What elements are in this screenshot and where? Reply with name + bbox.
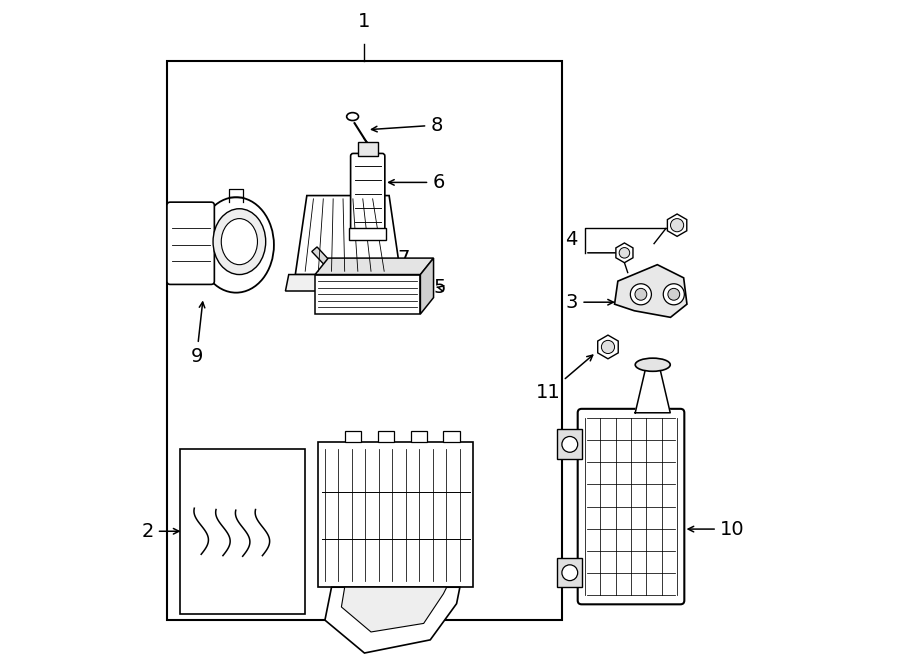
Text: 7: 7 — [349, 249, 410, 274]
Bar — [378, 430, 394, 442]
Ellipse shape — [346, 112, 358, 120]
Circle shape — [670, 219, 684, 232]
Text: 8: 8 — [372, 116, 443, 135]
Bar — [410, 430, 427, 442]
Text: 11: 11 — [536, 355, 593, 402]
Circle shape — [619, 248, 630, 258]
Polygon shape — [420, 258, 434, 314]
Text: 4: 4 — [564, 230, 577, 249]
Circle shape — [663, 284, 684, 305]
Polygon shape — [311, 247, 350, 286]
Ellipse shape — [221, 219, 257, 264]
Bar — [167, 61, 562, 620]
Text: 9: 9 — [191, 302, 205, 366]
Polygon shape — [315, 274, 420, 314]
Circle shape — [630, 284, 652, 305]
Text: 6: 6 — [389, 173, 445, 192]
Polygon shape — [341, 587, 446, 632]
Polygon shape — [315, 258, 434, 274]
Circle shape — [635, 288, 647, 300]
Polygon shape — [635, 370, 670, 412]
Text: 3: 3 — [566, 293, 614, 312]
Bar — [556, 429, 581, 459]
Bar — [319, 442, 473, 587]
Polygon shape — [325, 587, 460, 653]
Bar — [345, 430, 361, 442]
Bar — [444, 430, 460, 442]
Circle shape — [668, 288, 680, 300]
Ellipse shape — [213, 209, 266, 274]
Ellipse shape — [198, 197, 274, 293]
Ellipse shape — [635, 358, 670, 371]
Bar — [349, 229, 386, 241]
FancyBboxPatch shape — [578, 408, 684, 604]
Polygon shape — [615, 264, 687, 317]
Polygon shape — [295, 196, 400, 274]
Text: 1: 1 — [358, 12, 371, 31]
Circle shape — [601, 340, 615, 354]
FancyBboxPatch shape — [167, 202, 214, 284]
Text: 5: 5 — [434, 278, 446, 297]
Bar — [358, 141, 378, 156]
Polygon shape — [285, 274, 417, 291]
Text: 2: 2 — [141, 522, 179, 541]
Circle shape — [562, 436, 578, 452]
Circle shape — [562, 565, 578, 580]
Text: 10: 10 — [688, 520, 744, 539]
FancyBboxPatch shape — [351, 153, 385, 235]
Bar — [556, 558, 581, 587]
Bar — [180, 449, 305, 613]
